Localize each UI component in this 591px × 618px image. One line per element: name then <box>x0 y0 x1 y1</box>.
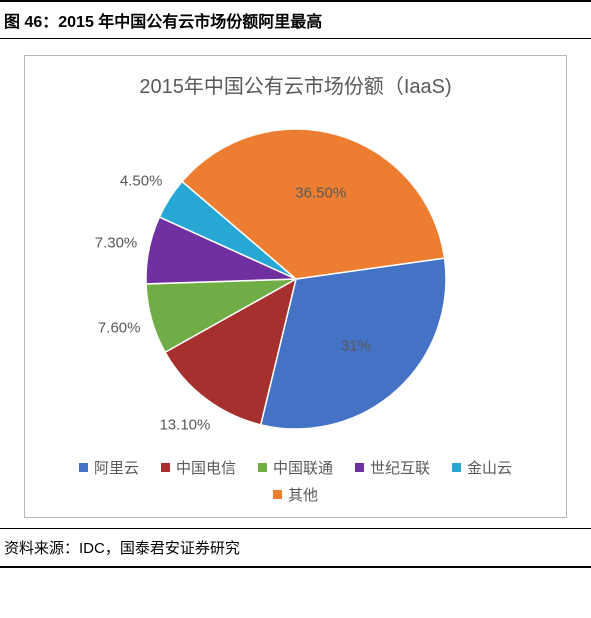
figure-header: 图 46：2015 年中国公有云市场份额阿里最高 <box>0 0 591 39</box>
chart-legend: 阿里云 中国电信 中国联通 世纪互联 金山云其他 <box>37 449 554 507</box>
slice-label: 7.60% <box>98 320 141 337</box>
legend-swatch <box>161 463 170 472</box>
slice-label: 7.30% <box>95 235 138 252</box>
legend-swatch <box>355 463 364 472</box>
legend-item: 世纪互联 <box>355 457 430 478</box>
legend-swatch <box>79 463 88 472</box>
legend-item: 其他 <box>273 484 318 505</box>
legend-label: 阿里云 <box>94 457 139 478</box>
figure-source: 资料来源：IDC，国泰君安证券研究 <box>0 528 591 568</box>
slice-label: 31% <box>341 337 371 354</box>
slice-label: 4.50% <box>120 172 163 189</box>
chart-box: 2015年中国公有云市场份额（IaaS) 31% 13.10% 7.60% 7.30%… <box>24 55 567 518</box>
legend-label: 中国电信 <box>176 457 236 478</box>
legend-item: 金山云 <box>452 457 512 478</box>
legend-item: 中国联通 <box>258 457 333 478</box>
pie-container: 31% 13.10% 7.60% 7.30% 4.50% 36.50% <box>37 109 554 449</box>
slice-label: 13.10% <box>159 416 210 433</box>
legend-swatch <box>258 463 267 472</box>
legend-item: 阿里云 <box>79 457 139 478</box>
legend-swatch <box>273 490 282 499</box>
slice-label: 36.50% <box>295 184 346 201</box>
pie-chart <box>126 109 466 449</box>
legend-label: 其他 <box>288 484 318 505</box>
legend-item: 中国电信 <box>161 457 236 478</box>
legend-label: 世纪互联 <box>370 457 430 478</box>
chart-title: 2015年中国公有云市场份额（IaaS) <box>37 70 554 99</box>
legend-label: 中国联通 <box>273 457 333 478</box>
legend-label: 金山云 <box>467 457 512 478</box>
legend-swatch <box>452 463 461 472</box>
chart-area: 2015年中国公有云市场份额（IaaS) 31% 13.10% 7.60% 7.30%… <box>0 39 591 522</box>
